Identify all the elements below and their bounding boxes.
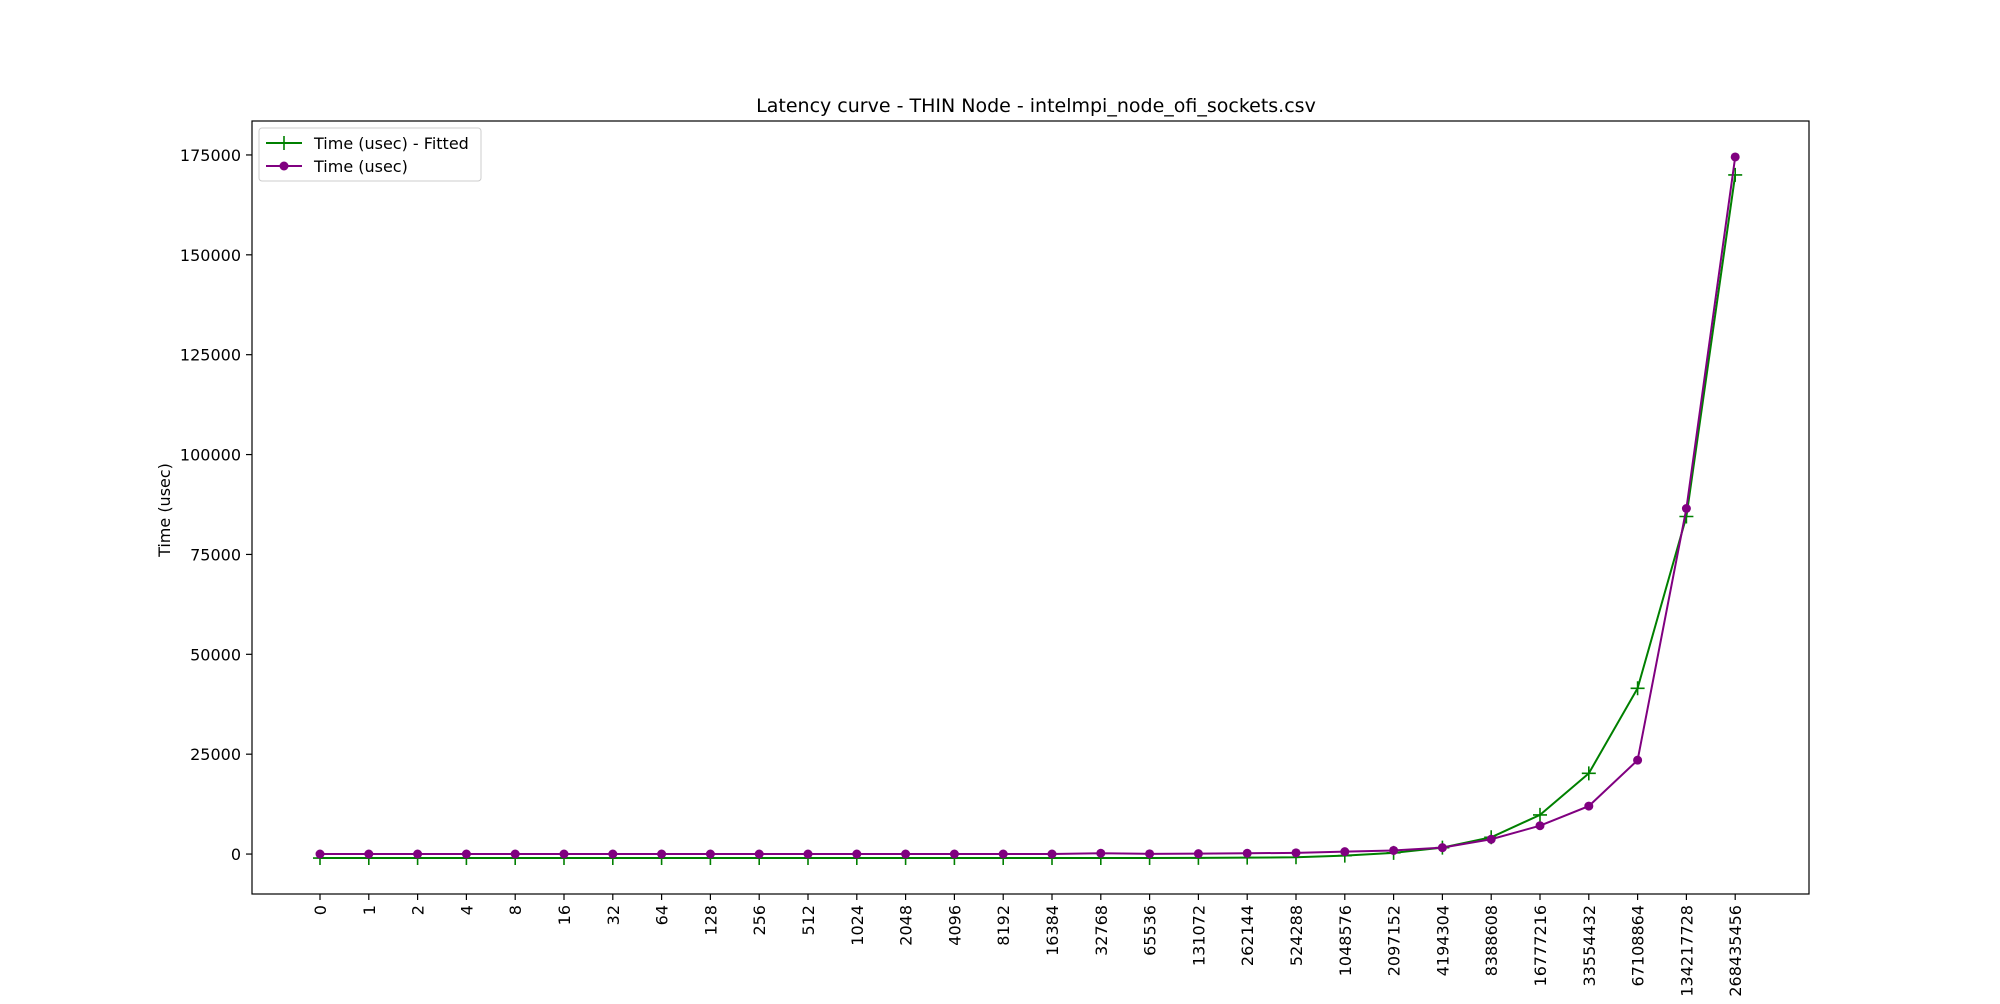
y-axis-label: Time (usec) — [155, 463, 174, 558]
data-point — [1633, 755, 1643, 765]
data-point — [559, 849, 569, 859]
x-tick-label: 1048576 — [1336, 905, 1355, 976]
data-point — [1047, 849, 1057, 859]
data-point — [1242, 848, 1252, 858]
x-tick-label: 512 — [799, 905, 818, 936]
data-point — [315, 849, 325, 859]
data-point — [901, 849, 911, 859]
series-2 — [315, 152, 1740, 859]
x-tick-label: 8 — [506, 905, 525, 915]
series-line — [320, 156, 1737, 856]
data-point — [1681, 503, 1691, 513]
axes-frame — [251, 120, 1810, 895]
data-point — [657, 849, 667, 859]
x-tick-label: 2048 — [897, 905, 916, 946]
legend-label: Time (usec) — [313, 157, 408, 176]
data-point — [1581, 766, 1596, 781]
x-tick-label: 1 — [360, 905, 379, 915]
legend-box — [258, 127, 482, 182]
y-tick-label: 100000 — [180, 446, 241, 465]
data-point — [608, 849, 618, 859]
x-tick-label: 4096 — [945, 905, 964, 946]
data-point — [1730, 152, 1740, 162]
data-point — [461, 849, 471, 859]
data-point — [1584, 801, 1594, 811]
x-tick-label: 131072 — [1189, 905, 1208, 966]
x-tick-label: 33554432 — [1580, 905, 1599, 986]
data-point — [1096, 848, 1106, 858]
y-tick-label: 175000 — [180, 146, 241, 165]
x-tick-label: 128 — [701, 905, 720, 936]
data-point — [1389, 845, 1399, 855]
data-point — [1728, 167, 1743, 182]
x-tick-label: 2 — [409, 905, 428, 915]
x-tick-label: 8388608 — [1482, 905, 1501, 976]
x-tick-label: 0 — [311, 905, 330, 915]
data-point — [754, 849, 764, 859]
legend-marker — [279, 161, 289, 171]
data-point — [998, 849, 1008, 859]
x-tick-label: 32 — [604, 905, 623, 925]
data-point — [852, 849, 862, 859]
data-point — [1535, 821, 1545, 831]
data-point — [803, 849, 813, 859]
x-tick-label: 64 — [653, 905, 672, 925]
data-point — [1291, 848, 1301, 858]
y-tick-label: 50000 — [190, 645, 241, 664]
x-tick-label: 8192 — [994, 905, 1013, 946]
data-point — [1533, 807, 1547, 822]
data-point — [364, 849, 374, 859]
x-tick-label: 134217728 — [1677, 905, 1696, 997]
y-tick-label: 0 — [231, 845, 241, 864]
legend-marker — [277, 136, 291, 150]
y-tick-label: 125000 — [180, 346, 241, 365]
x-tick-label: 4194304 — [1433, 905, 1452, 976]
x-tick-label: 67108864 — [1629, 905, 1648, 986]
legend-label: Time (usec) - Fitted — [313, 134, 469, 153]
data-point — [1630, 681, 1645, 696]
data-point — [1193, 849, 1203, 859]
data-point — [413, 849, 423, 859]
x-tick-label: 268435456 — [1726, 905, 1745, 997]
x-tick-label: 1024 — [848, 905, 867, 946]
x-tick-label: 4 — [457, 905, 476, 915]
data-point — [1437, 843, 1447, 853]
y-tick-label: 150000 — [180, 246, 241, 265]
plot-area: 0 25000 50000 75000 100000 125000 150000 175000… — [180, 120, 1810, 997]
series-1 — [313, 167, 1743, 866]
x-tick-label: 32768 — [1092, 905, 1111, 956]
chart-title: Latency curve - THIN Node - intelmpi_nod… — [756, 95, 1316, 117]
data-point — [1486, 834, 1496, 844]
x-tick-label: 16 — [555, 905, 574, 925]
data-point — [949, 849, 959, 859]
legend: Time (usec) - Fitted Time (usec) — [258, 127, 482, 182]
y-tick-label: 75000 — [190, 545, 241, 564]
x-tick-label: 65536 — [1141, 905, 1160, 956]
data-point — [705, 849, 715, 859]
x-tick-label: 2097152 — [1385, 905, 1404, 976]
x-tick-label: 524288 — [1287, 905, 1306, 966]
x-tick-label: 16384 — [1043, 905, 1062, 956]
data-point — [510, 849, 520, 859]
x-tick-label: 16777216 — [1531, 905, 1550, 986]
y-tick-label: 25000 — [190, 745, 241, 764]
x-tick-label: 262144 — [1238, 905, 1257, 966]
data-point — [1145, 849, 1155, 859]
x-tick-label: 256 — [750, 905, 769, 936]
series-line — [320, 174, 1737, 860]
data-point — [1340, 847, 1350, 857]
